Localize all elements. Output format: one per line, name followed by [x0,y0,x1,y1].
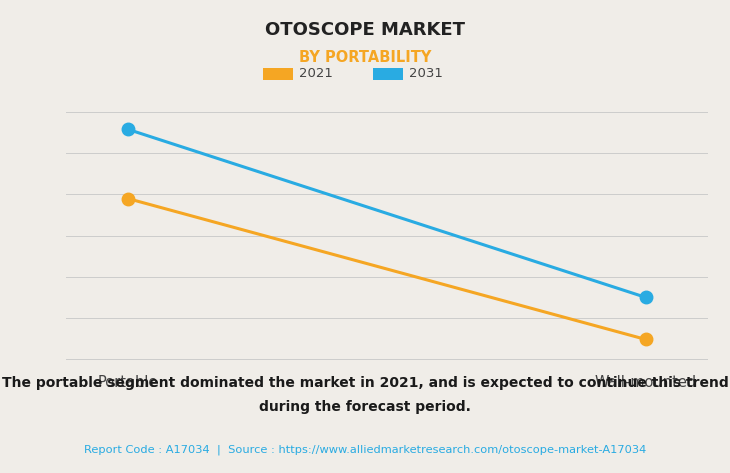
Text: The portable segment dominated the market in 2021, and is expected to continue t: The portable segment dominated the marke… [1,376,729,390]
FancyBboxPatch shape [374,69,403,80]
Text: Report Code : A17034  |  Source : https://www.alliedmarketresearch.com/otoscope-: Report Code : A17034 | Source : https://… [84,445,646,455]
Text: 2021: 2021 [299,67,334,80]
Text: BY PORTABILITY: BY PORTABILITY [299,50,431,65]
Text: 2031: 2031 [410,67,443,80]
Text: OTOSCOPE MARKET: OTOSCOPE MARKET [265,21,465,39]
FancyBboxPatch shape [264,69,293,80]
Text: during the forecast period.: during the forecast period. [259,400,471,414]
